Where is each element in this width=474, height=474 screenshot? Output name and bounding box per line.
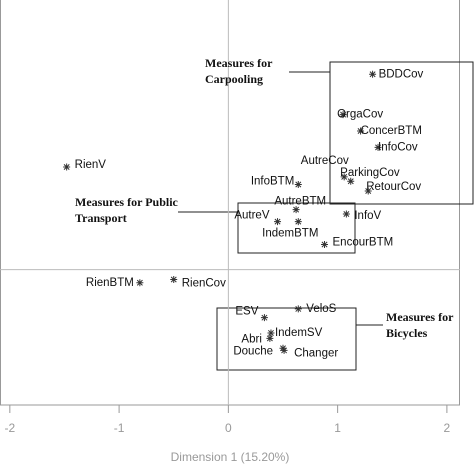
point-label: RetourCov	[366, 181, 421, 193]
point	[292, 206, 300, 214]
point-label: AutreV	[234, 210, 269, 222]
point	[274, 218, 282, 226]
point-label: OrgaCov	[337, 109, 383, 121]
point-label: InfoCov	[378, 141, 418, 153]
point	[266, 334, 274, 342]
point	[374, 143, 382, 151]
x-tick-label: -2	[4, 421, 15, 435]
point	[267, 329, 275, 337]
point-label: Changer	[294, 347, 338, 359]
point-label: InfoBTM	[251, 176, 294, 188]
x-axis-label: Dimension 1 (15.20%)	[171, 450, 290, 464]
point	[294, 218, 302, 226]
point-label: InfoV	[354, 210, 381, 222]
point-label: Abri	[241, 333, 261, 345]
point	[364, 187, 372, 195]
point-label: IndemBTM	[262, 228, 318, 240]
point-label: VeloS	[306, 303, 336, 315]
point	[294, 180, 302, 188]
point	[170, 275, 178, 283]
annotation: Transport	[75, 211, 127, 225]
point-label: ESV	[235, 306, 258, 318]
point	[280, 346, 288, 354]
x-tick-label: 2	[444, 421, 451, 435]
point	[347, 177, 355, 185]
point-label: RienCov	[182, 277, 226, 289]
point	[369, 70, 377, 78]
x-tick-label: 0	[225, 421, 232, 435]
annotation: Measures for	[386, 310, 454, 324]
point	[294, 305, 302, 313]
plot-frame	[0, 0, 460, 406]
point-label: EncourBTM	[333, 237, 394, 249]
point-label: RienV	[75, 159, 107, 171]
point	[357, 127, 365, 135]
point-label: Douche	[233, 345, 273, 357]
annotation: Measures for Public	[75, 195, 179, 209]
point-label: RienBTM	[86, 277, 134, 289]
point	[321, 241, 329, 249]
x-tick-label: 1	[334, 421, 341, 435]
point	[260, 314, 268, 322]
annotation: Bicycles	[386, 326, 428, 340]
point-label: BDDCov	[379, 68, 424, 80]
point-label: IndemSV	[275, 327, 323, 339]
transport-box	[237, 202, 356, 254]
bicycle-box	[216, 307, 357, 371]
point	[339, 111, 347, 119]
point	[340, 173, 348, 181]
point-label: AutreBTM	[274, 196, 326, 208]
point	[63, 163, 71, 171]
point-label: AutreCov	[301, 155, 349, 167]
point-label: ParkingCov	[340, 167, 400, 179]
annotation: Measures for	[205, 56, 273, 70]
point-label: ConcerBTM	[361, 125, 422, 137]
annotation: Carpooling	[205, 72, 263, 86]
carpool-box	[329, 61, 474, 205]
x-tick-label: -1	[114, 421, 125, 435]
point	[279, 344, 287, 352]
point	[342, 210, 350, 218]
point	[136, 279, 144, 287]
